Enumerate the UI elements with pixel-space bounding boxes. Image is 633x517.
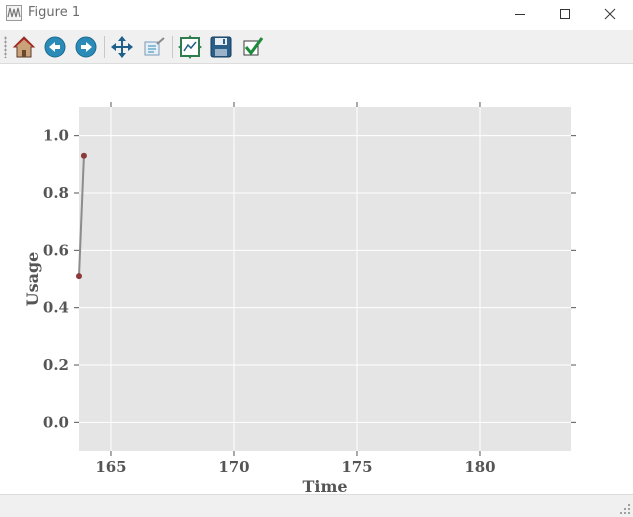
navigation-toolbar <box>0 30 633 64</box>
home-button[interactable] <box>10 33 38 61</box>
close-icon <box>604 8 616 20</box>
x-tick-label: 170 <box>218 458 249 476</box>
close-button[interactable] <box>587 0 633 28</box>
data-series <box>76 152 87 280</box>
y-tick-label: 0.8 <box>43 184 69 202</box>
y-axis-label: Usage <box>23 252 42 307</box>
data-point <box>76 273 82 280</box>
axis-ticks: 165 170 175 180 0.0 0.2 0.4 0.6 0.8 1.0 <box>43 102 576 476</box>
y-tick-label: 0.0 <box>43 413 69 431</box>
plot-area <box>79 107 571 451</box>
title-bar: Figure 1 <box>0 0 633 28</box>
zoom-rect-icon <box>144 37 165 56</box>
figure-canvas[interactable]: 165 170 175 180 0.0 0.2 0.4 0.6 0.8 1.0 Time Usag… <box>0 64 633 496</box>
y-tick-label: 0.2 <box>43 356 69 374</box>
grid-lines <box>79 107 571 451</box>
subplots-button[interactable] <box>176 33 204 61</box>
series-line <box>78 155 85 277</box>
data-point <box>80 152 87 159</box>
x-tick-label: 175 <box>341 458 372 476</box>
home-icon <box>12 36 36 58</box>
toolbar-grip[interactable] <box>4 36 7 58</box>
toolbar-separator <box>104 36 105 58</box>
y-tick-label: 0.6 <box>43 241 69 259</box>
edit-axis-button[interactable] <box>239 33 267 61</box>
x-tick-label: 165 <box>95 458 126 476</box>
save-button[interactable] <box>207 33 235 61</box>
forward-arrow-icon <box>75 36 97 58</box>
pan-button[interactable] <box>108 33 136 61</box>
move-arrows-icon <box>111 36 133 58</box>
minimize-button[interactable] <box>497 0 543 28</box>
checkmark-icon <box>243 37 264 56</box>
maximize-button[interactable] <box>542 0 588 28</box>
zoom-button[interactable] <box>140 33 168 61</box>
minimize-icon <box>515 14 525 15</box>
back-arrow-icon <box>44 36 66 58</box>
y-tick-label: 0.4 <box>43 299 69 317</box>
forward-button[interactable] <box>72 33 100 61</box>
line-chart[interactable]: 165 170 175 180 0.0 0.2 0.4 0.6 0.8 1.0 Time Usag… <box>0 64 633 496</box>
toolbar-separator <box>172 36 173 58</box>
status-bar <box>0 494 633 517</box>
subplots-icon <box>178 35 202 59</box>
maximize-icon <box>560 9 570 19</box>
y-tick-label: 1.0 <box>43 127 69 145</box>
figure-app-icon <box>6 5 22 21</box>
window-title: Figure 1 <box>28 5 81 20</box>
back-button[interactable] <box>41 33 69 61</box>
resize-grip-icon[interactable] <box>619 503 631 515</box>
floppy-disk-icon <box>210 36 232 58</box>
x-axis-label: Time <box>302 477 347 494</box>
x-tick-label: 180 <box>464 458 495 476</box>
